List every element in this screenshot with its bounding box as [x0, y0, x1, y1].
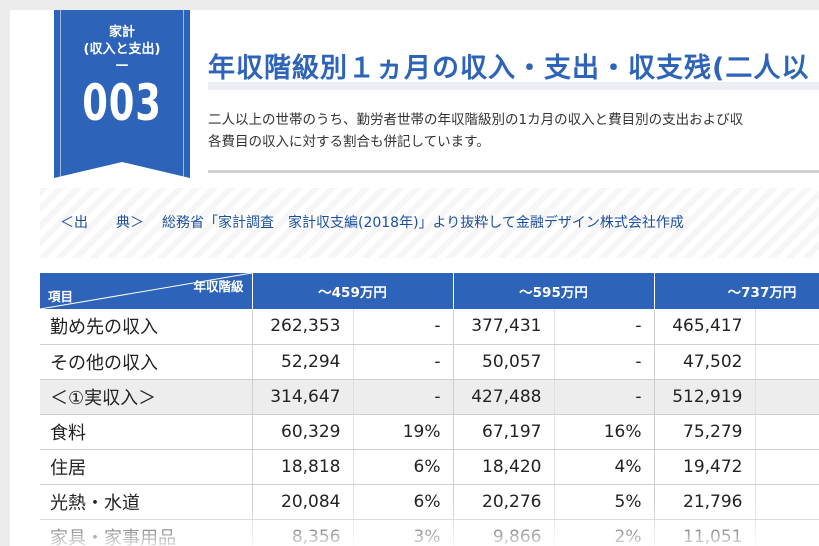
cell-ratio: 1	[755, 414, 819, 450]
bottom-fade	[10, 506, 819, 546]
cell-ratio: -	[353, 344, 454, 380]
cell-ratio: -	[353, 379, 454, 415]
cell-amount: 60,329	[252, 414, 354, 450]
cell-amount: 512,919	[654, 379, 756, 415]
badge-category: 家計	[108, 25, 135, 40]
cell-ratio	[755, 379, 819, 415]
cell-ratio: -	[353, 309, 454, 345]
cell-amount: 427,488	[453, 379, 555, 415]
cell-ratio: 16%	[554, 414, 655, 450]
cell-ratio: 4%	[554, 449, 655, 485]
badge-dash: —	[115, 58, 129, 73]
divider	[208, 170, 819, 173]
cell-ratio	[755, 449, 819, 485]
section-badge: 家計 (収入と支出) — 003	[54, 10, 190, 178]
cell-ratio: -	[554, 344, 655, 380]
row-item-label: 住居	[40, 449, 253, 485]
row-item-label: その他の収入	[40, 344, 253, 380]
cell-amount: 47,502	[654, 344, 756, 380]
column-header: ～459万円	[252, 273, 454, 309]
cell-ratio: -	[554, 379, 655, 415]
row-item-label: ＜①実収入＞	[40, 379, 253, 415]
cell-ratio	[755, 309, 819, 345]
cell-amount: 19,472	[654, 449, 756, 485]
cell-amount: 52,294	[252, 344, 354, 380]
cell-amount: 67,197	[453, 414, 555, 450]
page-title: 年収階級別１ヵ月の収入・支出・収支残(二人以	[208, 53, 810, 84]
cell-amount: 18,420	[453, 449, 555, 485]
table-corner-header: 年収階級 項目	[40, 273, 253, 309]
cell-amount: 377,431	[453, 309, 555, 345]
source-text: 総務省「家計調査 家計収支編(2018年)」より抜粋して金融デザイン株式会社作成	[162, 215, 684, 231]
table-row: その他の収入 52,294-50,057-47,502	[40, 344, 819, 380]
source-band	[40, 188, 819, 258]
source-label: ＜出 典＞	[60, 215, 144, 231]
cell-ratio: -	[554, 309, 655, 345]
title-underline	[208, 82, 819, 90]
cell-amount: 314,647	[252, 379, 354, 415]
table-row: 住居 18,818 6% 18,420 4% 19,472	[40, 449, 819, 485]
cell-amount: 465,417	[654, 309, 756, 345]
badge-subcategory: (収入と支出)	[83, 42, 161, 57]
description-line-2: 各費目の収入に対する割合も併記しています。	[208, 134, 490, 150]
badge-number: 003	[82, 74, 162, 132]
cell-amount: 75,279	[654, 414, 756, 450]
column-header: ～737万円	[654, 273, 819, 309]
source-note: ＜出 典＞ 総務省「家計調査 家計収支編(2018年)」より抜粋して金融デザイン株…	[60, 212, 684, 232]
page: 家計 (収入と支出) — 003 年収階級別１ヵ月の収入・支出・収支残(二人以 …	[10, 10, 819, 546]
description: 二人以上の世帯のうち、勤労者世帯の年収階級別の1カ月の収入と費目別の支出および収…	[208, 109, 743, 153]
table-header-row: 年収階級 項目 ～459万円 ～595万円 ～737万円	[40, 273, 819, 309]
row-item-label: 勤め先の収入	[40, 309, 253, 345]
cell-amount: 262,353	[252, 309, 354, 345]
row-item-label: 食料	[40, 414, 253, 450]
corner-item-label: 項目	[48, 289, 74, 304]
cell-ratio: 19%	[353, 414, 454, 450]
table-row: ＜①実収入＞ 314,647-427,488-512,919	[40, 379, 819, 415]
corner-diagonal	[40, 273, 252, 309]
column-header: ～595万円	[453, 273, 655, 309]
cell-amount: 18,818	[252, 449, 354, 485]
cell-ratio	[755, 344, 819, 380]
description-line-1: 二人以上の世帯のうち、勤労者世帯の年収階級別の1カ月の収入と費目別の支出および収	[208, 112, 744, 128]
cell-ratio: 6%	[353, 449, 454, 485]
cell-amount: 50,057	[453, 344, 555, 380]
corner-income-class-label: 年収階級	[193, 279, 244, 294]
table-row: 勤め先の収入 262,353-377,431-465,417	[40, 309, 819, 345]
